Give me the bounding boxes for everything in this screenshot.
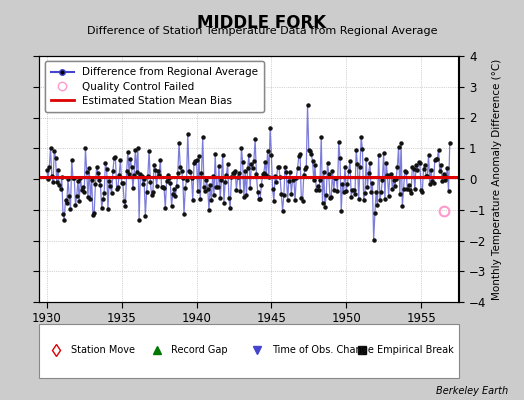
Text: Difference of Station Temperature Data from Regional Average: Difference of Station Temperature Data f… xyxy=(87,26,437,36)
Text: Empirical Break: Empirical Break xyxy=(377,345,453,355)
Text: Time of Obs. Change: Time of Obs. Change xyxy=(272,345,374,355)
Text: Station Move: Station Move xyxy=(71,345,135,355)
FancyBboxPatch shape xyxy=(39,324,459,378)
Y-axis label: Monthly Temperature Anomaly Difference (°C): Monthly Temperature Anomaly Difference (… xyxy=(492,58,502,300)
Text: Berkeley Earth: Berkeley Earth xyxy=(436,386,508,396)
Legend: Difference from Regional Average, Quality Control Failed, Estimated Station Mean: Difference from Regional Average, Qualit… xyxy=(45,61,264,112)
Text: MIDDLE FORK: MIDDLE FORK xyxy=(198,14,326,32)
Text: Record Gap: Record Gap xyxy=(171,345,228,355)
